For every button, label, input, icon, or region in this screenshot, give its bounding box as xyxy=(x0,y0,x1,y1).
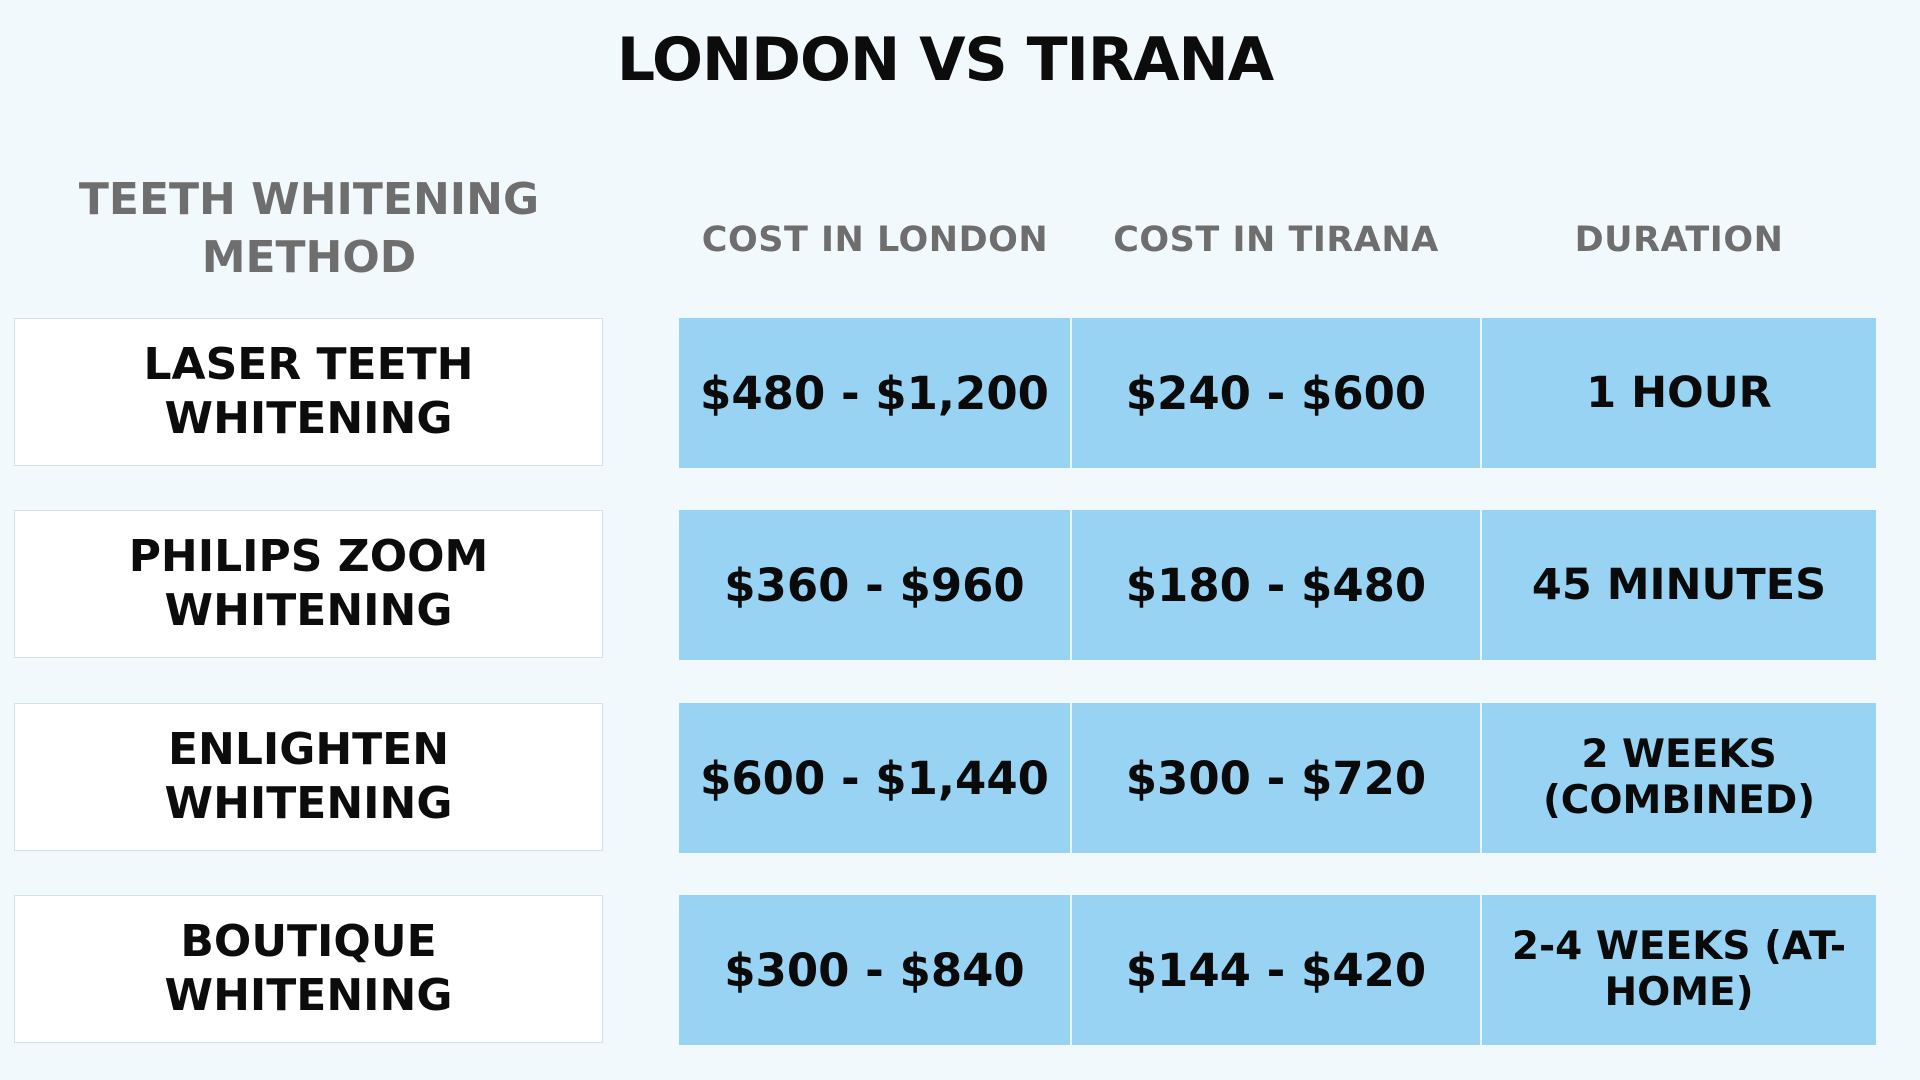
method-cell: PHILIPS ZOOM WHITENING xyxy=(14,510,603,658)
duration-cell: 2 WEEKS (COMBINED) xyxy=(1542,732,1816,823)
cost-london-cell: $300 - $840 xyxy=(724,943,1025,997)
row-band xyxy=(679,510,1876,660)
cost-tirana-cell: $180 - $480 xyxy=(1125,558,1427,612)
header-duration: DURATION xyxy=(1574,220,1784,260)
duration-cell: 1 HOUR xyxy=(1586,368,1772,418)
duration-cell: 45 MINUTES xyxy=(1531,560,1827,610)
row-band xyxy=(679,895,1876,1045)
header-cost-london: COST IN LONDON xyxy=(701,220,1049,260)
header-cost-tirana: COST IN TIRANA xyxy=(1113,220,1439,260)
cost-london-cell: $360 - $960 xyxy=(724,558,1025,612)
duration-cell: 2-4 WEEKS (AT-HOME) xyxy=(1511,924,1847,1015)
cost-london-cell: $480 - $1,200 xyxy=(700,366,1049,420)
row-band xyxy=(679,703,1876,853)
method-cell: LASER TEETH WHITENING xyxy=(14,318,603,466)
header-method: TEETH WHITENING METHOD xyxy=(78,174,540,283)
column-divider xyxy=(1070,510,1072,660)
cost-tirana-cell: $300 - $720 xyxy=(1125,751,1427,805)
table-row: ENLIGHTEN WHITENING $600 - $1,440 $300 -… xyxy=(0,703,1920,853)
column-divider xyxy=(1070,895,1072,1045)
column-divider xyxy=(1480,703,1482,853)
cost-london-cell: $600 - $1,440 xyxy=(700,751,1049,805)
table-row: PHILIPS ZOOM WHITENING $360 - $960 $180 … xyxy=(0,510,1920,660)
method-cell: BOUTIQUE WHITENING xyxy=(14,895,603,1043)
row-band xyxy=(679,318,1876,468)
cost-tirana-cell: $144 - $420 xyxy=(1125,943,1427,997)
column-divider xyxy=(1070,703,1072,853)
cost-tirana-cell: $240 - $600 xyxy=(1125,366,1427,420)
page-title: LONDON VS TIRANA xyxy=(616,25,1274,95)
column-divider xyxy=(1480,895,1482,1045)
method-cell: ENLIGHTEN WHITENING xyxy=(14,703,603,851)
column-divider xyxy=(1480,318,1482,468)
table-row: BOUTIQUE WHITENING $300 - $840 $144 - $4… xyxy=(0,895,1920,1045)
column-divider xyxy=(1070,318,1072,468)
column-divider xyxy=(1480,510,1482,660)
table-row: LASER TEETH WHITENING $480 - $1,200 $240… xyxy=(0,318,1920,468)
